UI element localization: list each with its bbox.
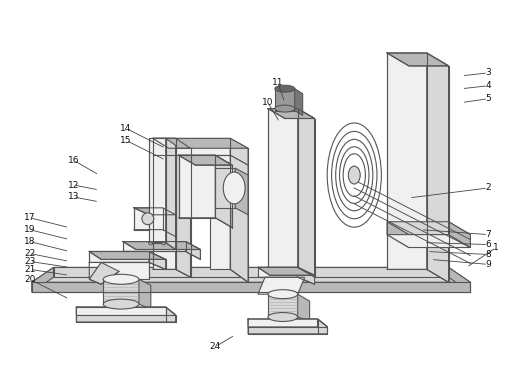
Polygon shape <box>139 279 151 309</box>
Polygon shape <box>175 138 190 277</box>
Polygon shape <box>211 155 230 269</box>
Ellipse shape <box>268 313 298 322</box>
Text: 19: 19 <box>24 225 36 234</box>
Ellipse shape <box>223 172 245 204</box>
Text: 17: 17 <box>24 213 36 222</box>
Text: 14: 14 <box>120 124 132 133</box>
Ellipse shape <box>275 105 295 112</box>
Polygon shape <box>153 138 190 148</box>
Polygon shape <box>123 242 186 252</box>
Polygon shape <box>235 168 248 215</box>
Polygon shape <box>298 294 310 321</box>
Polygon shape <box>89 262 149 279</box>
Polygon shape <box>258 268 315 275</box>
Polygon shape <box>387 53 427 269</box>
Polygon shape <box>89 262 119 284</box>
Text: 24: 24 <box>209 342 221 351</box>
Text: 9: 9 <box>486 260 491 269</box>
Polygon shape <box>76 315 175 322</box>
Polygon shape <box>230 155 248 282</box>
Ellipse shape <box>348 166 360 184</box>
Polygon shape <box>268 108 298 268</box>
Polygon shape <box>248 327 328 334</box>
Polygon shape <box>448 222 471 248</box>
Polygon shape <box>298 108 315 277</box>
Polygon shape <box>54 268 448 277</box>
Polygon shape <box>149 138 166 243</box>
Polygon shape <box>31 268 471 282</box>
Polygon shape <box>298 268 315 284</box>
Ellipse shape <box>268 290 298 299</box>
Polygon shape <box>123 242 200 249</box>
Polygon shape <box>448 268 471 292</box>
Polygon shape <box>134 208 163 230</box>
Polygon shape <box>258 268 298 277</box>
Polygon shape <box>166 307 175 322</box>
Text: 12: 12 <box>68 181 79 189</box>
Text: 8: 8 <box>486 250 491 259</box>
Polygon shape <box>275 89 295 111</box>
Polygon shape <box>89 252 149 262</box>
Text: 4: 4 <box>486 81 491 90</box>
Polygon shape <box>268 294 298 317</box>
Polygon shape <box>317 319 328 334</box>
Polygon shape <box>295 89 303 115</box>
Polygon shape <box>103 279 139 304</box>
Polygon shape <box>31 282 471 292</box>
Polygon shape <box>134 208 175 215</box>
Text: 16: 16 <box>68 156 79 165</box>
Polygon shape <box>268 108 315 118</box>
Text: 11: 11 <box>272 78 284 87</box>
Polygon shape <box>215 168 235 208</box>
Text: 2: 2 <box>486 184 491 192</box>
Polygon shape <box>179 155 215 218</box>
Text: 10: 10 <box>262 98 273 107</box>
Ellipse shape <box>149 242 153 245</box>
Ellipse shape <box>142 213 154 225</box>
Polygon shape <box>387 235 471 248</box>
Polygon shape <box>153 138 175 269</box>
Text: 3: 3 <box>486 68 491 77</box>
Text: 1: 1 <box>493 243 499 252</box>
Polygon shape <box>166 138 175 249</box>
Polygon shape <box>387 222 471 235</box>
Ellipse shape <box>162 242 166 245</box>
Text: 13: 13 <box>68 192 79 201</box>
Text: 6: 6 <box>486 240 491 249</box>
Text: 5: 5 <box>486 94 491 103</box>
Text: 21: 21 <box>24 265 36 274</box>
Text: 18: 18 <box>24 237 36 246</box>
Polygon shape <box>76 307 166 315</box>
Text: 23: 23 <box>24 257 36 266</box>
Text: 7: 7 <box>486 230 491 239</box>
Polygon shape <box>149 252 166 269</box>
Polygon shape <box>387 53 448 66</box>
Polygon shape <box>163 208 175 236</box>
Polygon shape <box>153 138 248 148</box>
Ellipse shape <box>275 85 295 92</box>
Polygon shape <box>153 138 230 155</box>
Polygon shape <box>186 242 200 259</box>
Polygon shape <box>76 307 175 315</box>
Polygon shape <box>258 277 304 294</box>
Polygon shape <box>248 319 328 327</box>
Text: 20: 20 <box>24 275 36 284</box>
Polygon shape <box>215 155 232 228</box>
Polygon shape <box>31 268 54 292</box>
Polygon shape <box>89 252 166 259</box>
Polygon shape <box>179 155 232 165</box>
Text: 22: 22 <box>24 249 36 258</box>
Polygon shape <box>387 222 409 248</box>
Ellipse shape <box>103 299 139 309</box>
Ellipse shape <box>103 274 139 284</box>
Polygon shape <box>230 138 248 165</box>
Text: 15: 15 <box>120 136 132 145</box>
Polygon shape <box>427 53 448 282</box>
